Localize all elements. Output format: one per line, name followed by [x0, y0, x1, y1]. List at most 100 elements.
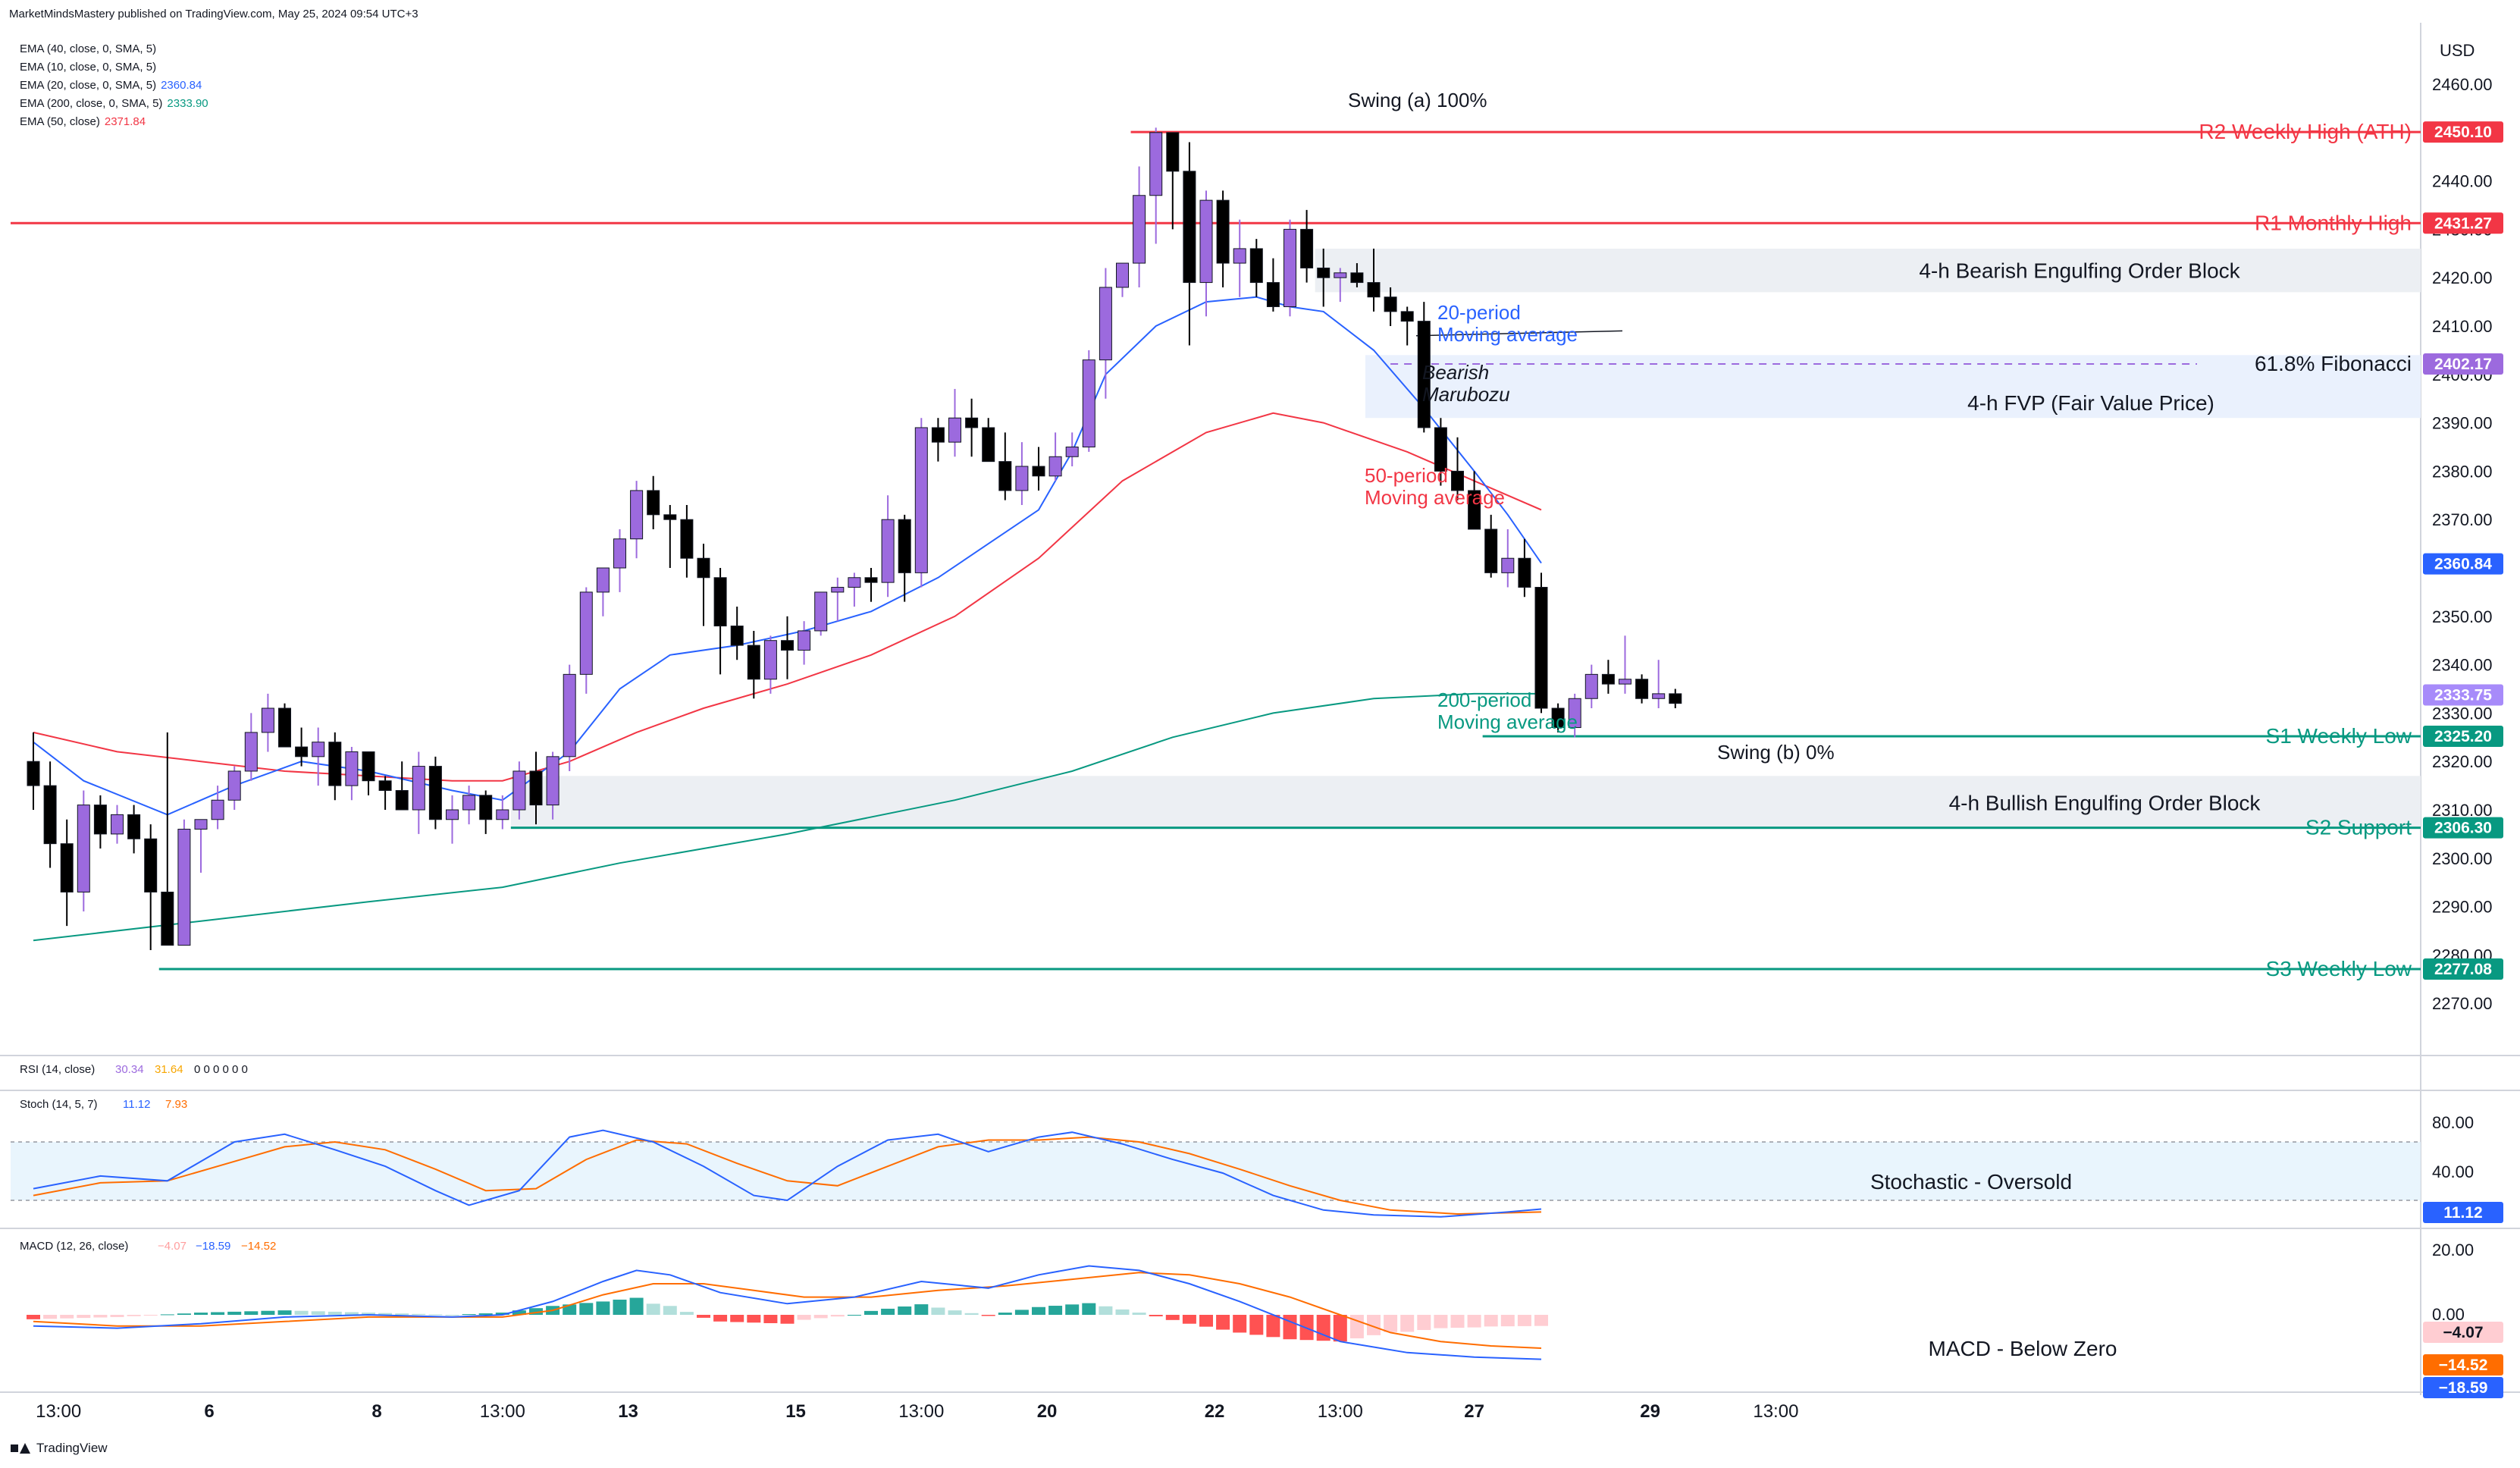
- macd-histogram-bar: [1283, 1315, 1297, 1340]
- macd-histogram-bar: [646, 1303, 660, 1315]
- price-tick: 2300.00: [2432, 849, 2493, 868]
- candle-body: [1065, 447, 1079, 457]
- time-tick: 13:00: [1318, 1401, 1363, 1422]
- macd-histogram-bar: [1149, 1315, 1163, 1316]
- stoch-value-d: 7.93: [165, 1098, 187, 1111]
- level-label-0: R2 Weekly High (ATH): [2199, 120, 2412, 143]
- macd-histogram-bar: [964, 1313, 979, 1315]
- footer-brand: TradingView: [11, 1441, 108, 1456]
- macd-badge-1: −14.52: [2439, 1357, 2488, 1374]
- macd-histogram-bar: [277, 1310, 292, 1315]
- rsi-extra: 0 0 0 0 0 0: [194, 1063, 248, 1076]
- legend-label: EMA (200, close, 0, SMA, 5): [20, 97, 163, 110]
- legend-row: EMA (200, close, 0, SMA, 5) 2333.90: [20, 97, 208, 110]
- candle-body: [244, 732, 258, 772]
- stoch-tick-80: 80.00: [2432, 1113, 2474, 1132]
- candle-body: [378, 780, 392, 791]
- macd-histogram-bar: [1349, 1315, 1364, 1339]
- macd-histogram-bar: [311, 1311, 325, 1315]
- macd-histogram-bar: [1266, 1315, 1280, 1338]
- zone-label-1: 4-h FVP (Fair Value Price): [1967, 391, 2214, 415]
- macd-histogram-bar: [1400, 1315, 1415, 1332]
- macd-histogram-bar: [462, 1314, 476, 1316]
- legend-label: EMA (50, close): [20, 115, 100, 128]
- candle-body: [345, 751, 359, 786]
- macd-histogram-bar: [797, 1315, 811, 1320]
- candle-body: [328, 742, 342, 786]
- swing-a-label: Swing (a) 100%: [1348, 89, 1487, 111]
- macd-histogram-bar: [211, 1312, 225, 1315]
- candle-body: [1417, 321, 1431, 428]
- price-tick: 2350.00: [2432, 607, 2493, 626]
- level-label-4: S3 Weekly Low: [2266, 957, 2412, 980]
- macd-histogram-bar: [428, 1314, 443, 1316]
- candle-body: [1451, 470, 1464, 491]
- macd-histogram-bar: [529, 1308, 543, 1315]
- candle-body: [579, 591, 593, 675]
- candle-body: [1652, 693, 1666, 699]
- macd-value-macd: −18.59: [196, 1240, 230, 1253]
- time-tick: 13:00: [36, 1401, 81, 1422]
- macd-histogram-bar: [1484, 1315, 1498, 1327]
- candle-body: [914, 427, 928, 573]
- candle-body: [864, 577, 878, 583]
- stoch-d-line: [33, 1136, 1542, 1215]
- candle-body: [1635, 679, 1649, 699]
- stoch-tick-40: 40.00: [2432, 1162, 2474, 1181]
- macd-histogram-bar: [43, 1315, 58, 1319]
- macd-histogram-bar: [1099, 1306, 1113, 1315]
- macd-histogram-bar: [1115, 1309, 1130, 1315]
- candle-body: [1099, 287, 1112, 361]
- macd-histogram-bar: [244, 1311, 259, 1315]
- macd-histogram-bar: [847, 1315, 861, 1316]
- time-tick: 6: [204, 1401, 214, 1422]
- macd-histogram-bar: [143, 1315, 158, 1316]
- macd-histogram-bar: [813, 1315, 828, 1319]
- macd-histogram-bar: [830, 1315, 845, 1317]
- macd-histogram-bar: [395, 1313, 409, 1315]
- candle-body: [563, 673, 576, 758]
- stoch-k-line: [33, 1129, 1542, 1218]
- level-label-2: S1 Weekly Low: [2266, 724, 2412, 748]
- rsi-value-2: 31.64: [155, 1063, 183, 1076]
- candle-body: [177, 829, 191, 946]
- macd-badge-0: −4.07: [2443, 1324, 2483, 1341]
- macd-histogram-bar: [160, 1314, 174, 1316]
- marubozu-label-2: Marubozu: [1422, 383, 1510, 406]
- ema50-line: [33, 412, 1542, 782]
- ma200-label-1: 200-period: [1437, 689, 1531, 711]
- price-badge-2: 2333.75: [2434, 686, 2492, 704]
- price-tick: 2380.00: [2432, 462, 2493, 481]
- candle-body: [1317, 267, 1331, 278]
- macd-histogram-bar: [378, 1313, 393, 1315]
- candle-body: [395, 789, 409, 811]
- legend-value: 2333.90: [167, 97, 208, 110]
- macd-histogram-bar: [227, 1311, 242, 1315]
- stoch-legend: Stoch (14, 5, 7): [20, 1098, 98, 1111]
- candle-body: [295, 746, 309, 758]
- stoch-annotation: Stochastic - Oversold: [1870, 1170, 2072, 1194]
- candle-body: [1400, 311, 1414, 322]
- candle-body: [446, 809, 459, 820]
- candle-body: [680, 519, 694, 559]
- macd-histogram-bar: [679, 1312, 694, 1315]
- candle-body: [1266, 282, 1280, 307]
- macd-histogram-bar: [1467, 1315, 1481, 1328]
- legend-row: EMA (40, close, 0, SMA, 5): [20, 42, 156, 55]
- candle-body: [1116, 262, 1129, 288]
- macd-histogram-bar: [1367, 1315, 1381, 1335]
- macd-histogram-bar: [763, 1315, 778, 1323]
- candle-body: [512, 770, 526, 811]
- candle-body: [1199, 199, 1213, 284]
- macd-histogram-bar: [780, 1315, 795, 1324]
- zone-label-2: 4-h Bullish Engulfing Order Block: [1949, 791, 2261, 814]
- macd-histogram-bar: [412, 1313, 426, 1315]
- macd-histogram-bar: [1434, 1315, 1448, 1328]
- candle-body: [596, 567, 610, 593]
- macd-histogram-bar: [445, 1315, 459, 1316]
- macd-histogram-bar: [747, 1315, 761, 1323]
- macd-histogram-bar: [1132, 1313, 1146, 1315]
- candle-body: [529, 770, 543, 806]
- swing-b-label: Swing (b) 0%: [1717, 741, 1835, 764]
